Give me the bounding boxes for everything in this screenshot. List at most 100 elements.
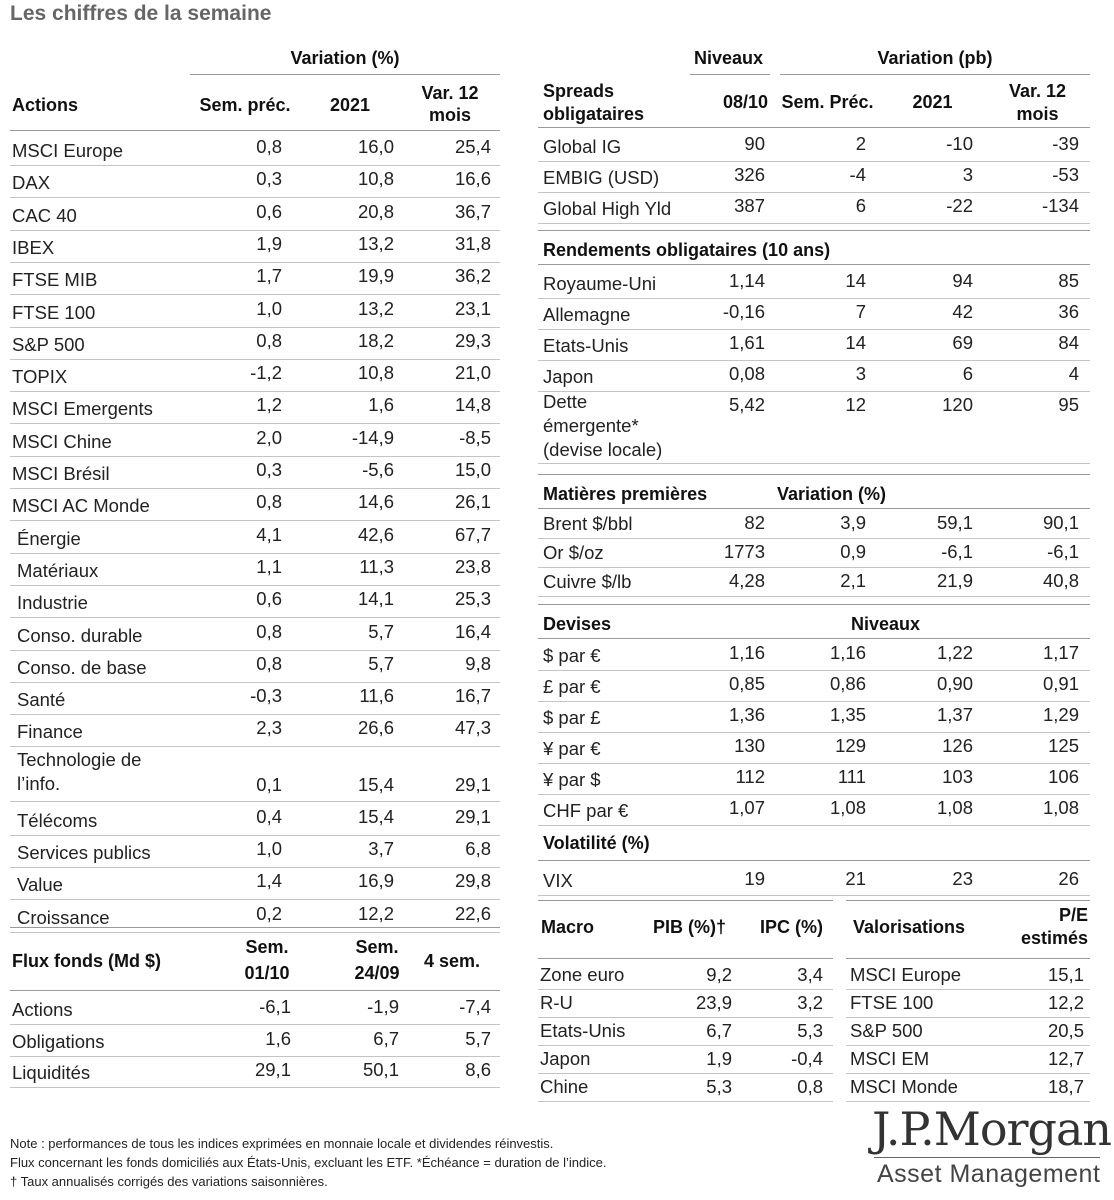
devises-12m: 1,08	[1042, 797, 1079, 818]
divider	[538, 264, 1090, 265]
devises-level: 130	[734, 735, 765, 756]
actions-row: MSCI Emergents 1,2 1,6 14,8	[0, 392, 1114, 422]
spreads-ytd: -10	[946, 133, 973, 154]
macro-gdp: 23,9	[695, 992, 732, 1013]
actions-prev-week: 2,3	[256, 717, 282, 739]
actions-name: DAX	[12, 172, 51, 194]
rendements-ytd: 120	[942, 394, 973, 415]
macro-row: Japon 1,9 -0,4	[0, 1046, 1114, 1072]
flux-week-1: -6,1	[259, 996, 291, 1017]
actions-header-prev: Sem. préc.	[199, 95, 291, 115]
rendements-row: Royaume-Uni 1,14 14 94 85	[0, 268, 1114, 297]
valorisations-row: S&P 500 20,5	[0, 1018, 1114, 1044]
row-divider	[10, 455, 500, 457]
divider	[190, 74, 500, 75]
devises-ytd: 1,08	[936, 797, 973, 818]
devises-prev-week: 1,35	[829, 704, 866, 725]
devises-name: $ par €	[543, 645, 601, 666]
flux-week-2: 50,1	[362, 1059, 399, 1080]
macro-row: R-U 23,9 3,2	[0, 990, 1114, 1016]
actions-ytd: 42,6	[357, 523, 394, 545]
actions-12m: 14,8	[454, 394, 491, 416]
row-divider	[846, 989, 1090, 990]
devises-subheader: Niveaux	[851, 614, 921, 634]
matieres-ytd: 21,9	[936, 570, 973, 591]
row-divider	[10, 1024, 500, 1025]
flux-row: Actions -6,1 -1,9 -7,4	[0, 994, 1114, 1023]
actions-12m: 47,3	[454, 717, 491, 739]
devises-12m: 1,29	[1042, 704, 1079, 725]
macro-header-pib: PIB (%)†	[653, 917, 727, 937]
valorisations-row: FTSE 100 12,2	[0, 990, 1114, 1016]
actions-12m: 29,8	[454, 870, 491, 892]
spreads-level: 387	[734, 195, 765, 216]
macro-gdp: 5,3	[706, 1076, 732, 1097]
row-divider	[538, 825, 1090, 826]
rendements-level: 1,14	[728, 270, 765, 291]
actions-12m: 36,7	[454, 200, 491, 222]
spreads-ytd: 3	[962, 164, 973, 185]
macro-name: Zone euro	[540, 964, 625, 985]
rendements-name: Japon	[543, 366, 594, 387]
devises-header: Devises	[543, 614, 612, 634]
actions-ytd: 1,6	[368, 394, 394, 416]
row-divider	[538, 329, 1090, 330]
actions-12m: 9,8	[465, 652, 491, 674]
actions-prev-week: 0,8	[256, 491, 282, 513]
row-divider	[10, 584, 500, 586]
rendements-12m: 84	[1058, 332, 1079, 353]
rendements-12m: 36	[1058, 301, 1079, 322]
devises-prev-week: 129	[835, 735, 866, 756]
divider	[538, 474, 1090, 475]
actions-ytd: 20,8	[357, 200, 394, 222]
actions-12m: 26,1	[454, 491, 491, 513]
spreads-row: Global IG 90 2 -10 -39	[0, 131, 1114, 160]
actions-12m: 16,4	[454, 620, 491, 642]
valorisations-pe: 18,7	[1047, 1076, 1084, 1097]
footnote-3: † Taux annualisés corrigés des variation…	[10, 1174, 328, 1189]
actions-ytd: 11,6	[359, 685, 394, 707]
rendements-row: Dette émergente* (devise locale) 5,42 12 12…	[0, 391, 1114, 462]
volatilite-prev-week: 21	[845, 868, 866, 889]
devises-12m: 125	[1048, 735, 1079, 756]
devises-level: 1,36	[728, 704, 765, 725]
actions-prev-week: 1,7	[256, 265, 282, 287]
devises-prev-week: 1,08	[829, 797, 866, 818]
row-divider	[538, 732, 1090, 733]
macro-name: Chine	[540, 1076, 589, 1097]
macro-gdp: 9,2	[706, 964, 732, 985]
jpmorgan-logo: J.P.Morgan	[872, 1102, 1112, 1156]
row-divider	[538, 1073, 833, 1074]
macro-name: Japon	[540, 1048, 591, 1069]
rendements-ytd: 6	[962, 363, 973, 384]
row-divider	[846, 1073, 1090, 1074]
actions-row: S&P 500 0,8 18,2 29,3	[0, 328, 1114, 358]
matieres-subheader: Variation (%)	[777, 484, 887, 504]
actions-row: MSCI AC Monde 0,8 14,6 26,1	[0, 489, 1114, 519]
actions-ytd: 16,0	[357, 136, 394, 157]
actions-prev-week: 0,8	[256, 329, 282, 351]
matieres-row: Cuivre $/lb 4,28 2,1 21,9 40,8	[0, 568, 1114, 595]
actions-name: TOPIX	[12, 366, 68, 388]
row-divider	[538, 1101, 833, 1102]
actions-ytd: 13,2	[357, 232, 394, 254]
actions-row: Conso. durable 0,8 5,7 16,4	[0, 619, 1114, 649]
spreads-top-header-var: Variation (pb)	[877, 48, 993, 68]
actions-name: Finance	[17, 721, 83, 743]
actions-prev-week: 0,3	[256, 459, 282, 480]
row-divider	[10, 358, 500, 360]
devises-row: $ par £ 1,36 1,35 1,37 1,29	[0, 702, 1114, 731]
actions-header-12m: Var. 12 mois	[421, 83, 479, 125]
rendements-row: Allemagne -0,16 7 42 36	[0, 299, 1114, 328]
actions-ytd: 10,8	[357, 362, 394, 384]
rendements-level: 5,42	[728, 394, 765, 415]
actions-12m: 25,3	[454, 588, 491, 610]
spreads-row: Global High Yld 387 6 -22 -134	[0, 193, 1114, 222]
devises-12m: 106	[1048, 766, 1079, 787]
divider	[538, 604, 1090, 605]
devises-level: 112	[735, 766, 766, 787]
spreads-name: Global High Yld	[543, 198, 672, 219]
divider	[10, 990, 500, 991]
macro-cpi: 3,2	[797, 992, 823, 1013]
actions-prev-week: 0,6	[256, 588, 282, 610]
